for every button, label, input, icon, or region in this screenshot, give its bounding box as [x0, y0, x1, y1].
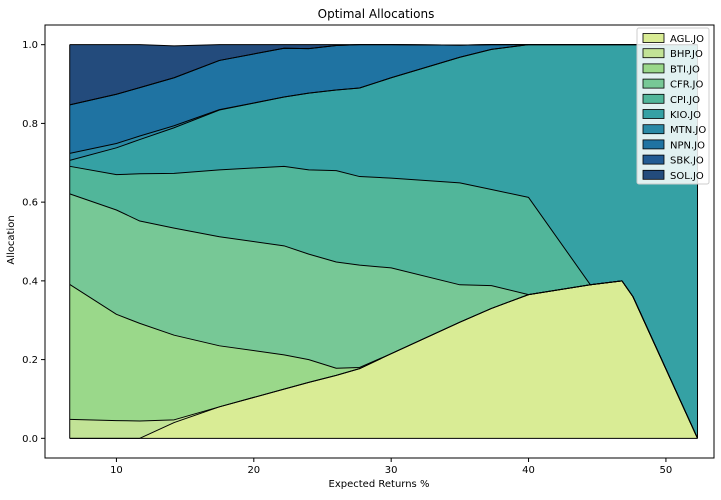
legend-swatch: [642, 154, 665, 165]
y-tick-label: 0.0: [22, 434, 38, 445]
legend-label: SBK.JO: [670, 156, 704, 167]
legend-label: BTI.JO: [670, 64, 700, 75]
y-tick-label: 0.8: [22, 119, 38, 130]
legend-item-sol-jo: SOL.JO: [642, 169, 704, 182]
legend-swatch: [642, 93, 665, 104]
legend-swatch: [642, 169, 665, 180]
y-axis-label: Allocation: [6, 215, 17, 264]
area-bti-jo: [69, 280, 698, 439]
chart-title: Optimal Allocations: [318, 7, 435, 21]
legend-item-cpi-jo: CPI.JO: [642, 93, 700, 106]
legend: AGL.JO BHP.JO BTI.JO CFR.JO CPI.JO KIO.JO MTN.…: [636, 27, 710, 185]
legend-item-agl-jo: AGL.JO: [642, 33, 704, 45]
area-cpi-jo: [69, 166, 698, 439]
y-tick-label: 0.6: [22, 198, 38, 209]
legend-item-npn-jo: NPN.JO: [642, 139, 705, 151]
legend-item-bti-jo: BTI.JO: [642, 63, 700, 75]
x-axis-ticks: 10 20 30 40 50: [110, 458, 672, 476]
legend-swatch: [642, 124, 665, 135]
legend-label: AGL.JO: [670, 34, 704, 45]
legend-label: CPI.JO: [670, 95, 700, 106]
y-tick-label: 0.2: [22, 355, 38, 366]
legend-item-mtn-jo: MTN.JO: [642, 124, 706, 136]
x-tick-label: 40: [522, 465, 535, 476]
legend-swatch: [642, 63, 665, 74]
legend-item-sbk-jo: SBK.JO: [642, 154, 704, 167]
y-axis-ticks: 0.0 0.2 0.4 0.6 0.8 1.0: [22, 40, 45, 445]
line-cpi-jo: [69, 165, 698, 439]
area-cfr-jo: [69, 193, 698, 439]
legend-swatch: [642, 109, 665, 119]
legend-label: CFR.JO: [670, 80, 703, 91]
x-tick-label: 10: [110, 465, 123, 476]
y-tick-label: 1.0: [22, 40, 38, 51]
legend-label: SOL.JO: [670, 171, 704, 182]
legend-label: BHP.JO: [670, 49, 703, 60]
legend-swatch: [642, 139, 665, 150]
legend-item-bhp-jo: BHP.JO: [642, 48, 703, 60]
area-kio-jo: [69, 44, 698, 439]
x-axis-label: Expected Returns %: [329, 479, 430, 490]
legend-label: NPN.JO: [670, 140, 705, 151]
legend-label: KIO.JO: [670, 110, 701, 121]
area-agl-jo: [69, 280, 698, 439]
y-tick-label: 0.4: [22, 276, 38, 287]
legend-swatch: [642, 48, 665, 59]
legend-item-kio-jo: KIO.JO: [642, 109, 701, 121]
boundary-lines: [69, 44, 699, 439]
legend-swatch: [642, 33, 665, 43]
axes-frame: [44, 24, 715, 459]
area-sol-jo: [69, 44, 698, 105]
x-tick-label: 50: [660, 465, 673, 476]
x-tick-label: 20: [247, 465, 260, 476]
legend-swatch: [642, 78, 665, 89]
area-npn-jo: [69, 44, 698, 154]
area-bhp-jo: [69, 280, 698, 439]
line-sol-jo: [69, 44, 698, 47]
legend-label: MTN.JO: [670, 125, 706, 136]
area-layers: [69, 44, 698, 439]
legend-item-cfr-jo: CFR.JO: [642, 78, 703, 91]
x-tick-label: 30: [385, 465, 398, 476]
